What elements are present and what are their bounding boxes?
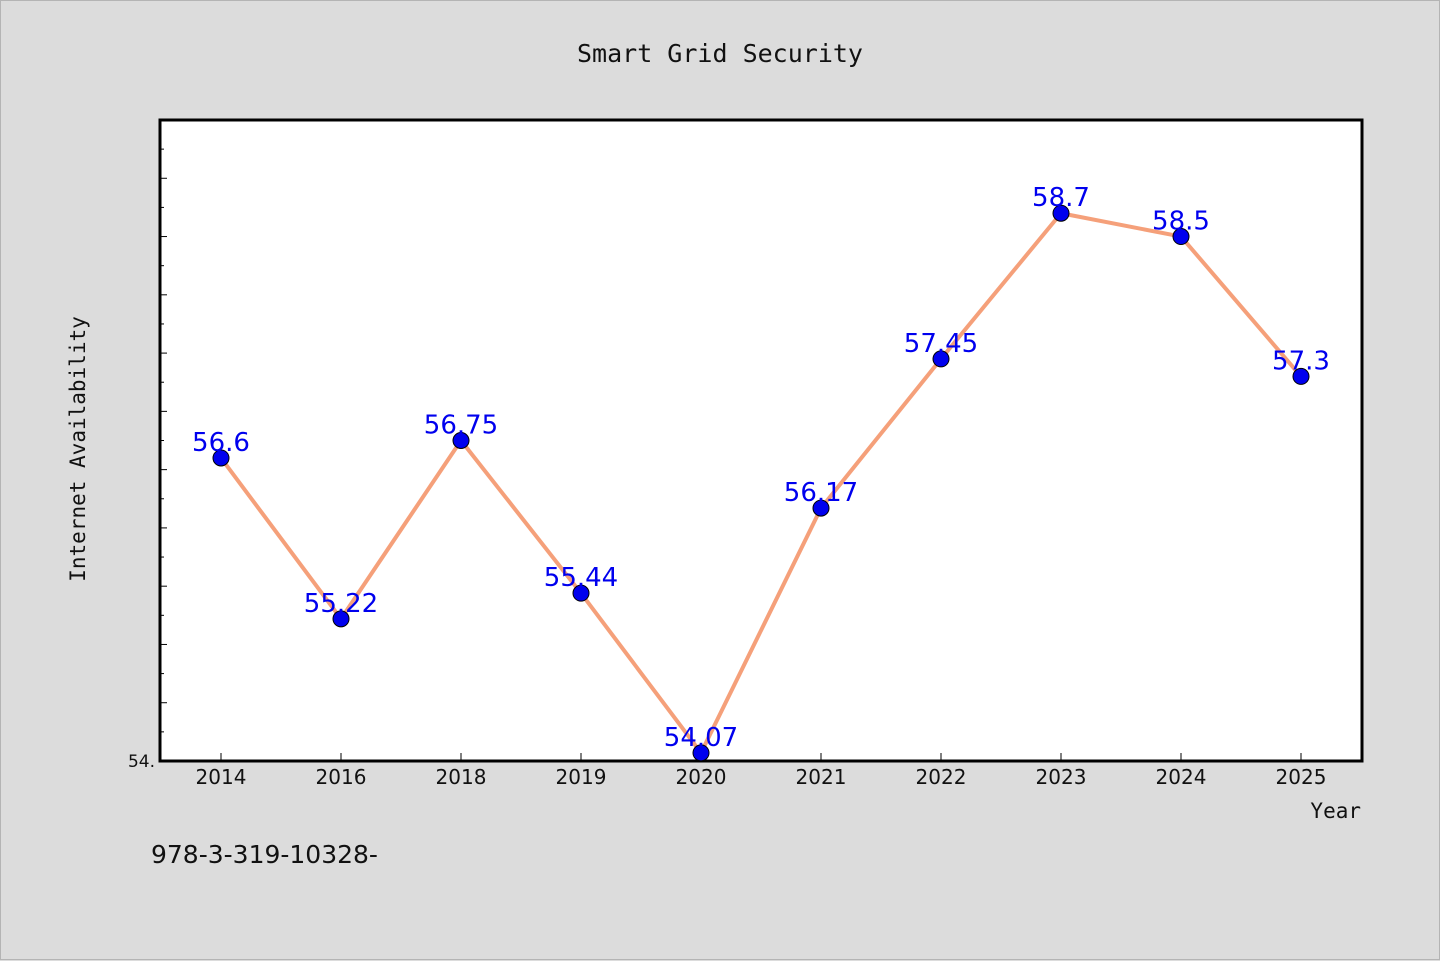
data-point bbox=[1172, 228, 1190, 246]
x-tick-label: 2024 bbox=[1156, 765, 1207, 789]
data-label: 56.17 bbox=[784, 478, 858, 508]
data-point bbox=[572, 584, 590, 602]
data-point bbox=[932, 350, 950, 368]
footer-text: 978-3-319-10328- bbox=[151, 840, 378, 869]
x-axis-label: Year bbox=[1310, 799, 1361, 823]
data-label: 54.07 bbox=[664, 723, 738, 753]
data-point bbox=[1292, 367, 1310, 385]
data-label: 57.45 bbox=[904, 329, 978, 359]
data-point bbox=[812, 499, 830, 517]
y-axis-label: Internet Availability bbox=[66, 316, 90, 582]
data-label: 57.3 bbox=[1272, 346, 1330, 376]
y-axis-ticks: 54. bbox=[128, 119, 167, 772]
data-label: 56.75 bbox=[424, 411, 498, 441]
data-point bbox=[332, 610, 350, 628]
x-tick-label: 2021 bbox=[796, 765, 847, 789]
x-tick-label: 2022 bbox=[916, 765, 967, 789]
series-line bbox=[219, 211, 1303, 755]
x-tick-label: 2016 bbox=[316, 765, 367, 789]
chart-title: Smart Grid Security bbox=[577, 39, 863, 68]
data-point bbox=[212, 449, 230, 467]
x-tick-label: 2023 bbox=[1036, 765, 1087, 789]
data-point bbox=[1052, 204, 1070, 222]
x-axis-ticks: 2014 2016 2018 2019 2020 2021 2022 2023 2024 2025 bbox=[196, 753, 1327, 789]
x-tick-label: 2019 bbox=[556, 765, 607, 789]
data-labels-group: 56.6 55.22 56.75 55.44 54.07 56.17 57.45 58.7 58… bbox=[192, 183, 1330, 753]
x-tick-label: 2014 bbox=[196, 765, 247, 789]
data-point bbox=[452, 432, 470, 449]
y-tick-label: 54. bbox=[128, 752, 155, 772]
series-line-group bbox=[219, 211, 1303, 755]
x-tick-label: 2018 bbox=[436, 765, 487, 789]
data-label: 55.44 bbox=[544, 563, 618, 593]
plot-area bbox=[158, 118, 1364, 763]
x-tick-label: 2025 bbox=[1276, 765, 1327, 789]
data-label: 55.22 bbox=[304, 589, 378, 619]
data-label: 58.5 bbox=[1152, 207, 1210, 237]
data-point bbox=[692, 744, 710, 762]
data-label: 58.7 bbox=[1032, 183, 1090, 213]
x-tick-label: 2020 bbox=[676, 765, 727, 789]
series-points-group bbox=[212, 204, 1310, 762]
data-label: 56.6 bbox=[192, 428, 250, 458]
